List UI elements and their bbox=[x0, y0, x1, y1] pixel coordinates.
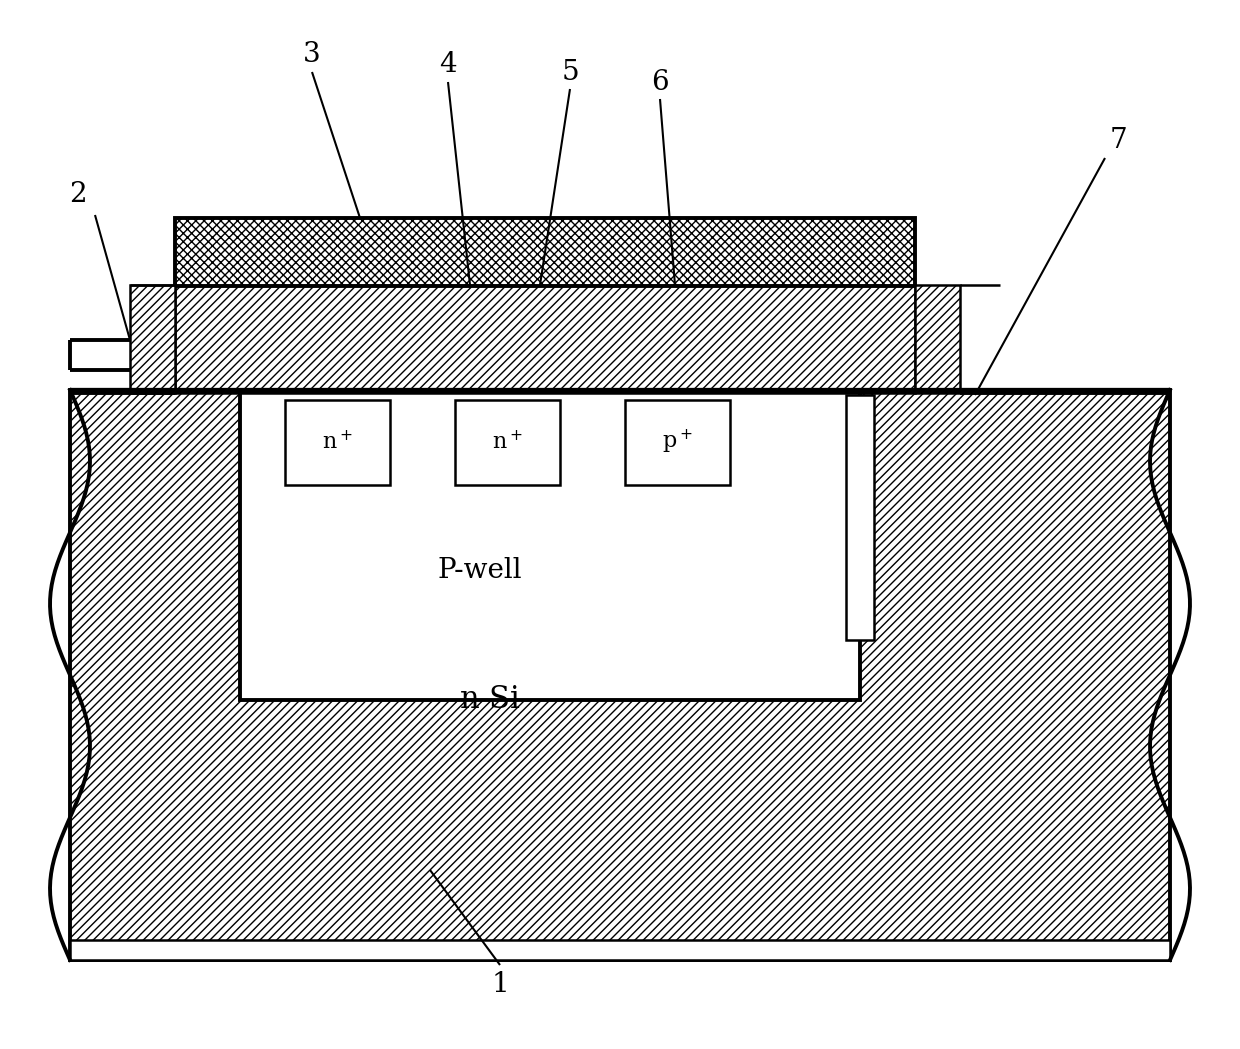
Text: p$^+$: p$^+$ bbox=[662, 428, 692, 456]
Text: 2: 2 bbox=[69, 181, 87, 209]
Polygon shape bbox=[69, 940, 1171, 960]
Polygon shape bbox=[915, 285, 960, 393]
Text: n-Si: n-Si bbox=[460, 685, 521, 715]
Polygon shape bbox=[625, 400, 730, 485]
Text: 3: 3 bbox=[304, 42, 321, 68]
Polygon shape bbox=[69, 390, 1171, 960]
Polygon shape bbox=[130, 285, 175, 393]
Polygon shape bbox=[175, 218, 915, 286]
Text: n$^+$: n$^+$ bbox=[321, 430, 352, 453]
Polygon shape bbox=[175, 285, 915, 393]
Text: P-well: P-well bbox=[438, 557, 522, 583]
Text: 4: 4 bbox=[439, 51, 456, 79]
Text: n$^+$: n$^+$ bbox=[491, 430, 522, 453]
Text: 7: 7 bbox=[1109, 127, 1127, 153]
Polygon shape bbox=[455, 400, 560, 485]
Text: 5: 5 bbox=[562, 59, 579, 86]
Polygon shape bbox=[241, 390, 861, 700]
Polygon shape bbox=[846, 395, 874, 640]
Polygon shape bbox=[285, 400, 391, 485]
Text: 1: 1 bbox=[491, 971, 508, 999]
Text: 6: 6 bbox=[651, 68, 668, 95]
